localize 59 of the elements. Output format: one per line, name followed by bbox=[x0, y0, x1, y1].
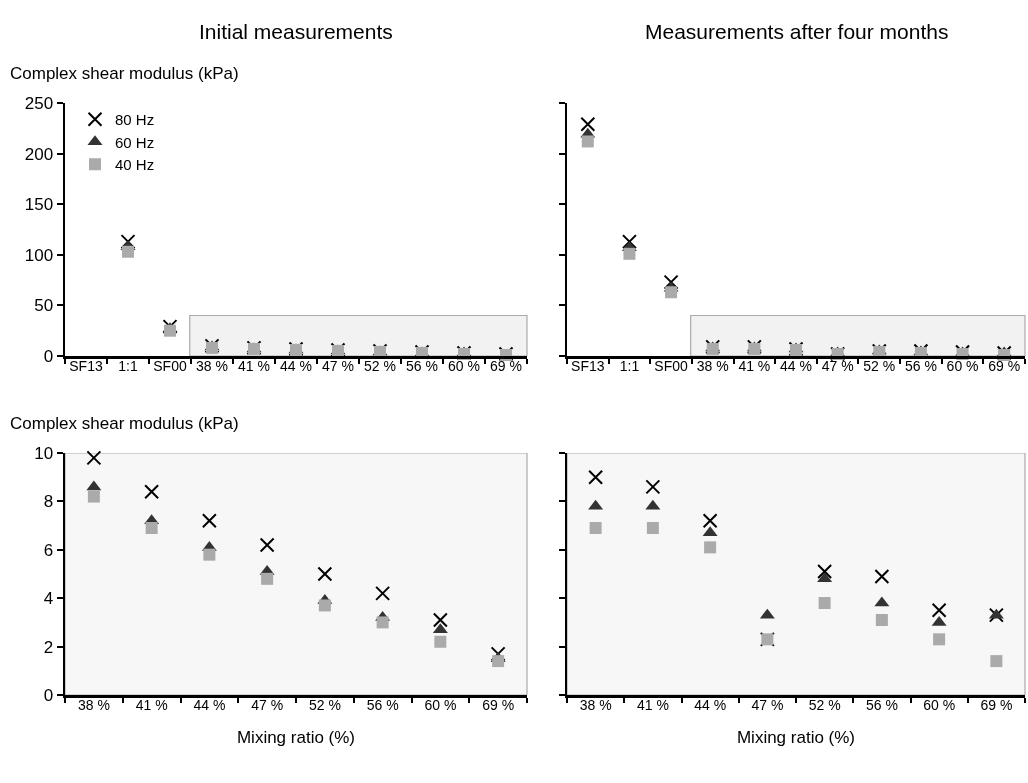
x-tick-label: 60 % bbox=[448, 358, 480, 374]
y-tick-label: 10 bbox=[34, 443, 54, 463]
x-tick-label: 38 % bbox=[77, 697, 110, 713]
x-tick-label: 60 % bbox=[946, 358, 979, 374]
x-tick-label: 38 % bbox=[196, 358, 228, 374]
x-tick-label: 47 % bbox=[322, 358, 354, 374]
y-tick-label: 6 bbox=[43, 540, 54, 560]
x-tick-label: SF00 bbox=[654, 358, 689, 374]
x-tick-label: 47 % bbox=[751, 697, 784, 713]
x-tick-label: 44 % bbox=[780, 358, 812, 374]
chart-title: Measurements after four months bbox=[645, 20, 949, 43]
legend-label: 40 Hz bbox=[115, 156, 155, 174]
x-tick-label: 41 % bbox=[238, 358, 270, 374]
x-tick-label: 47 % bbox=[821, 358, 854, 374]
y-axis-title: Complex shear modulus (kPa) bbox=[10, 64, 239, 83]
x-tick-label: 52 % bbox=[863, 358, 896, 374]
x-tick-label: 44 % bbox=[694, 697, 727, 713]
x-tick-label: SF00 bbox=[153, 358, 187, 374]
x-tick-label: 41 % bbox=[738, 358, 771, 374]
x-tick-label: 38 % bbox=[579, 697, 612, 713]
x-tick-label: 56 % bbox=[406, 358, 438, 374]
x-tick-label: 56 % bbox=[904, 358, 937, 374]
x-tick-label: 41 % bbox=[636, 697, 669, 713]
chart-title: Initial measurements bbox=[199, 20, 393, 43]
y-tick-label: 250 bbox=[24, 93, 54, 113]
x-tick-label: 44 % bbox=[193, 697, 226, 713]
x-tick-label: 60 % bbox=[424, 697, 457, 713]
x-tick-label: 69 % bbox=[980, 697, 1013, 713]
y-tick-label: 50 bbox=[34, 296, 54, 316]
x-tick-label: 52 % bbox=[808, 697, 841, 713]
x-tick-label: SF13 bbox=[69, 358, 103, 374]
y-tick-label: 4 bbox=[43, 589, 54, 609]
y-tick-label: 8 bbox=[43, 492, 54, 512]
x-tick-label: 60 % bbox=[923, 697, 956, 713]
y-axis-title: Complex shear modulus (kPa) bbox=[10, 414, 239, 433]
y-tick-label: 150 bbox=[24, 195, 54, 215]
y-tick-label: 200 bbox=[24, 144, 54, 164]
x-tick-label: 69 % bbox=[490, 358, 522, 374]
x-tick-label: 38 % bbox=[696, 358, 729, 374]
x-tick-label: 52 % bbox=[308, 697, 341, 713]
x-tick-label: 41 % bbox=[135, 697, 168, 713]
x-tick-label: 47 % bbox=[251, 697, 284, 713]
x-axis-title: Mixing ratio (%) bbox=[736, 728, 856, 748]
y-tick-label: 100 bbox=[24, 245, 54, 265]
legend-label: 60 Hz bbox=[115, 133, 155, 151]
legend-label: 80 Hz bbox=[115, 111, 155, 129]
x-tick-label: 56 % bbox=[366, 697, 399, 713]
y-tick-label: 0 bbox=[43, 685, 54, 705]
x-tick-label: 44 % bbox=[280, 358, 312, 374]
x-tick-label: 69 % bbox=[482, 697, 515, 713]
x-tick-label: 69 % bbox=[988, 358, 1021, 374]
x-tick-label: 1:1 bbox=[118, 358, 138, 374]
x-tick-label: SF13 bbox=[571, 358, 605, 374]
y-tick-label: 0 bbox=[43, 346, 54, 366]
x-tick-label: 52 % bbox=[364, 358, 396, 374]
x-tick-label: 1:1 bbox=[619, 358, 640, 374]
y-tick-label: 2 bbox=[43, 637, 54, 657]
x-tick-label: 56 % bbox=[865, 697, 898, 713]
x-axis-title: Mixing ratio (%) bbox=[236, 728, 356, 748]
